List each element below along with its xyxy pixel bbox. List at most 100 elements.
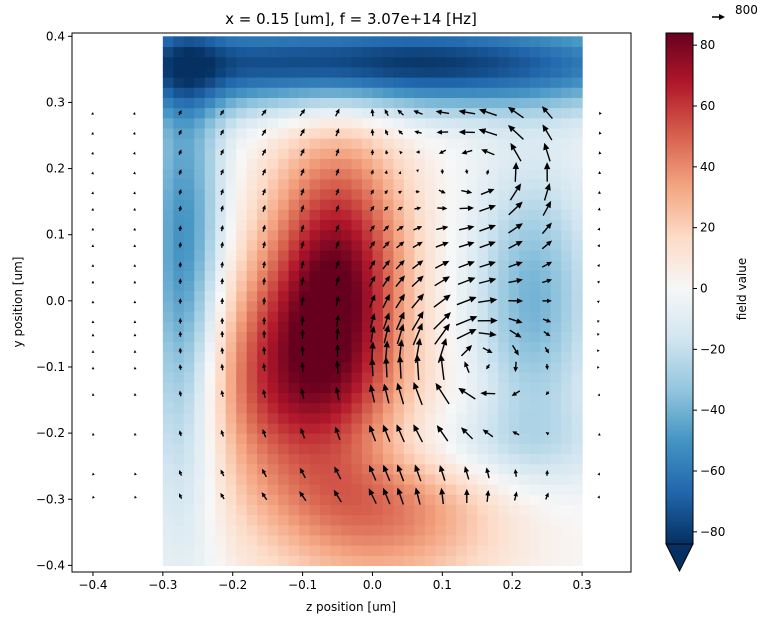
heatmap-cell	[351, 158, 363, 170]
heatmap-cell	[246, 453, 258, 465]
heatmap-cell	[204, 443, 216, 455]
heatmap-cell	[382, 178, 395, 190]
heatmap-cell	[257, 483, 269, 495]
heatmap-cell	[330, 46, 342, 58]
quiver-arrow	[262, 277, 267, 285]
heatmap-cell	[424, 260, 436, 271]
quiver-arrow	[479, 261, 496, 268]
quiver-arrow-head	[435, 109, 442, 115]
heatmap-cell	[236, 188, 248, 200]
quiver-arrow-head	[397, 109, 403, 115]
heatmap-cell	[361, 117, 374, 129]
heatmap-cell	[382, 46, 395, 58]
heatmap-cell	[225, 443, 237, 455]
heatmap-cell	[257, 158, 269, 170]
heatmap-cell	[204, 107, 216, 119]
heatmap-cell	[372, 229, 384, 241]
heatmap-cell	[267, 382, 279, 394]
quiver-arrow-head	[335, 314, 341, 321]
quiver-arrow-shaft	[513, 110, 524, 119]
heatmap-cell	[466, 473, 478, 485]
heatmap-cell	[173, 412, 185, 424]
quiver-arrow-head	[370, 275, 376, 282]
heatmap-cell	[498, 229, 510, 241]
heatmap-cell	[236, 494, 248, 505]
heatmap-cell	[330, 433, 342, 444]
heatmap-cell	[487, 56, 499, 68]
heatmap-cell	[330, 209, 342, 221]
heatmap-cell	[183, 504, 195, 516]
quiver-arrow-shaft	[545, 149, 551, 162]
heatmap-cell	[194, 229, 206, 241]
heatmap-cell	[225, 361, 237, 373]
heatmap-cell	[571, 341, 583, 353]
heatmap-cell	[309, 188, 321, 200]
heatmap-cell	[550, 402, 562, 414]
heatmap-cell	[309, 127, 321, 139]
heatmap-cell	[278, 504, 290, 516]
quiver-arrow	[395, 293, 405, 309]
heatmap-cell	[382, 504, 395, 516]
heatmap-cell	[267, 46, 279, 58]
heatmap-cell	[487, 483, 499, 495]
heatmap-cell	[571, 534, 583, 546]
heatmap-cell	[162, 178, 174, 190]
heatmap-cell	[456, 229, 468, 241]
heatmap-cell	[173, 117, 185, 129]
quiver-arrow-head	[220, 168, 224, 174]
quiver-arrow-shaft	[335, 112, 339, 117]
heatmap-cell	[215, 280, 227, 292]
heatmap-cell	[246, 514, 258, 526]
heatmap-cell	[477, 66, 489, 78]
heatmap-cell	[225, 77, 237, 88]
heatmap-cell	[487, 46, 499, 58]
heatmap-cell	[361, 483, 374, 495]
quiver-arrow	[300, 361, 305, 373]
heatmap-cell	[194, 433, 206, 444]
heatmap-cell	[519, 504, 531, 516]
heatmap-cell	[445, 97, 457, 109]
heatmap-cell	[361, 260, 374, 271]
quiver-arrow-head	[384, 109, 389, 114]
quiver-arrow-head	[262, 128, 267, 134]
heatmap-cell	[445, 402, 457, 414]
quiver-arrow	[383, 206, 389, 211]
heatmap-cell	[173, 433, 185, 444]
heatmap-cell	[519, 473, 531, 485]
quiver-arrow-head	[467, 224, 475, 231]
heatmap-cell	[194, 199, 206, 210]
heatmap-cell	[309, 178, 321, 190]
heatmap-cell	[519, 392, 531, 404]
heatmap-cell	[424, 249, 436, 261]
heatmap-cell	[508, 514, 520, 526]
heatmap-cell	[204, 473, 216, 485]
heatmap-cell	[424, 290, 436, 302]
heatmap-cell	[498, 555, 510, 566]
quiver-arrow-shaft	[416, 470, 422, 482]
heatmap-cell	[382, 361, 395, 373]
heatmap-cell	[361, 168, 374, 180]
heatmap-cell	[550, 148, 562, 159]
heatmap-cell	[424, 412, 436, 424]
heatmap-cell	[278, 219, 290, 231]
quiver-arrow-shaft	[465, 366, 470, 373]
heatmap-cell	[529, 97, 541, 109]
heatmap-cell	[466, 77, 478, 88]
heatmap-cell	[361, 239, 374, 251]
heatmap-cell	[225, 321, 237, 332]
heatmap-cell	[257, 249, 269, 261]
heatmap-cell	[498, 351, 510, 363]
heatmap-cell	[403, 545, 415, 556]
heatmap-cell	[320, 239, 332, 251]
heatmap-cell	[561, 300, 573, 312]
heatmap-cell	[466, 382, 478, 394]
quiver-arrows	[91, 106, 602, 505]
heatmap-cell	[278, 372, 290, 383]
heatmap-cell	[288, 199, 300, 210]
heatmap-cell	[372, 402, 384, 414]
quiver-arrow-head	[542, 124, 549, 132]
quiver-arrow	[511, 344, 519, 356]
heatmap-cell	[246, 311, 258, 322]
heatmap-cell	[445, 331, 457, 343]
heatmap-cell	[508, 127, 520, 139]
